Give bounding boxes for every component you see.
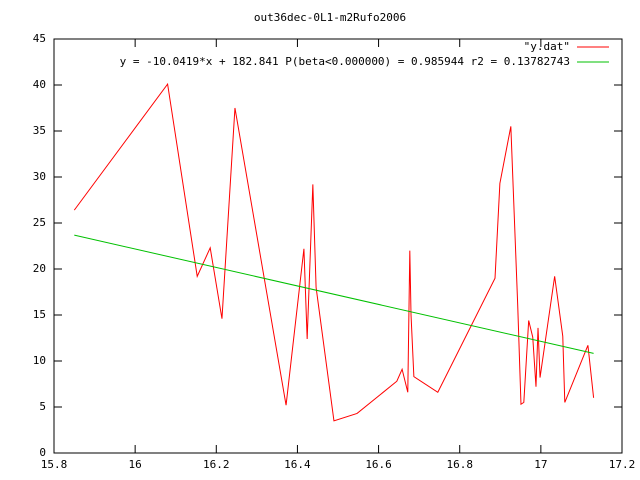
- y-tick-label: 45: [33, 32, 46, 45]
- legend-label: "y.dat": [524, 40, 570, 53]
- x-tick-label: 16.4: [284, 458, 311, 471]
- x-tick-label: 16.8: [446, 458, 473, 471]
- y-tick-label: 25: [33, 216, 46, 229]
- y-tick-label: 30: [33, 170, 46, 183]
- y-tick-label: 35: [33, 124, 46, 137]
- y-tick-label: 0: [39, 446, 46, 459]
- y-tick-label: 10: [33, 354, 46, 367]
- x-tick-label: 16.2: [203, 458, 230, 471]
- plot-border: [53, 38, 623, 454]
- y-tick-label: 40: [33, 78, 46, 91]
- x-tick-label: 15.8: [41, 458, 68, 471]
- chart-title: out36dec-0L1-m2Rufo2006: [254, 11, 406, 24]
- y-tick-label: 15: [33, 308, 46, 321]
- x-tick-label: 16.6: [365, 458, 392, 471]
- x-tick-label: 17.2: [609, 458, 636, 471]
- y-tick-label: 20: [33, 262, 46, 275]
- x-tick-label: 17: [534, 458, 547, 471]
- x-tick-label: 16: [129, 458, 142, 471]
- y-tick-label: 5: [39, 400, 46, 413]
- data-line: [73, 82, 595, 422]
- data-line: [74, 234, 594, 354]
- legend-label: y = -10.0419*x + 182.841 P(beta<0.000000…: [120, 55, 570, 68]
